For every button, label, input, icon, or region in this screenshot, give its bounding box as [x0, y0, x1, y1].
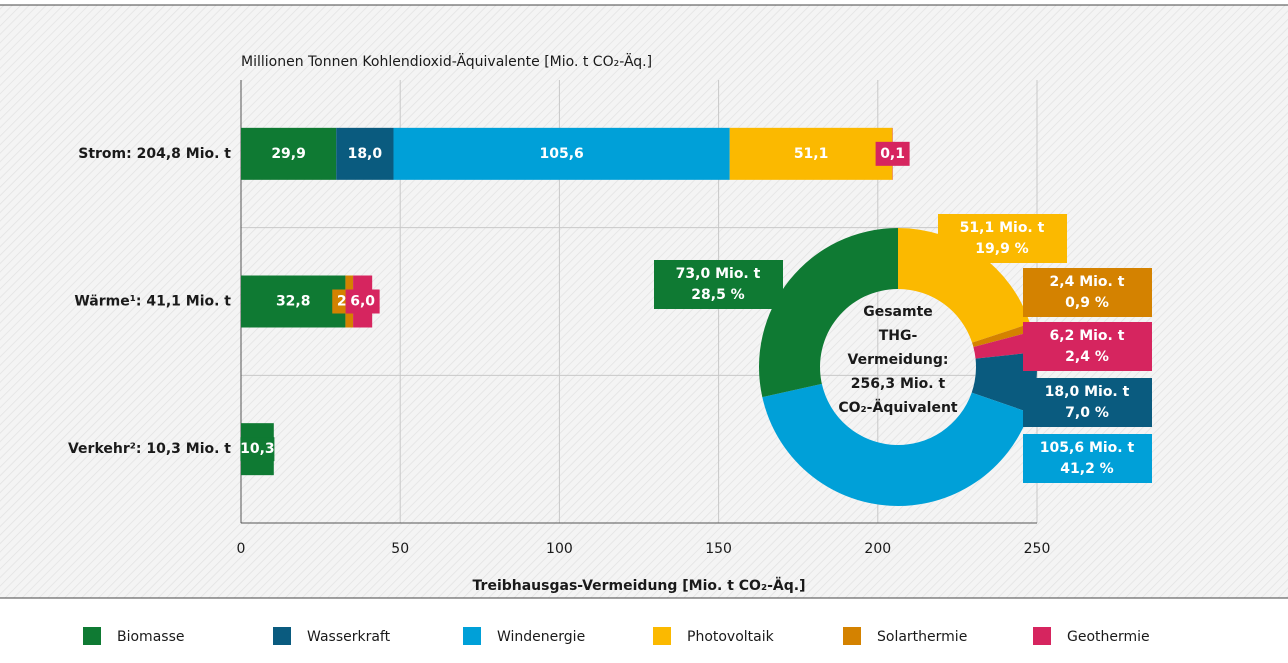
slice-label-box	[1023, 378, 1152, 427]
subtitle: Millionen Tonnen Kohlendioxid-Äquivalent…	[241, 52, 652, 70]
category-label: Wärme¹: 41,1 Mio. t	[74, 294, 231, 310]
donut-slice	[971, 352, 1037, 413]
legend-swatch	[273, 627, 291, 645]
bar-segment	[241, 127, 337, 180]
slice-label-box	[1023, 322, 1152, 371]
legend-label: Geothermie	[1067, 629, 1150, 645]
slice-percent-label: 19,9 %	[975, 241, 1028, 257]
x-axis-label: Treibhausgas-Vermeidung [Mio. t CO₂-Äq.]	[473, 577, 806, 594]
x-tick-label: 200	[864, 541, 891, 557]
slice-value-label: 2,4 Mio. t	[1050, 274, 1125, 290]
donut-slice	[973, 331, 1037, 359]
slice-value-label: 18,0 Mio. t	[1045, 384, 1130, 400]
slice-value-label: 51,1 Mio. t	[960, 220, 1045, 236]
donut-slice	[898, 228, 1031, 343]
legend-label: Biomasse	[117, 629, 184, 645]
label-bg	[240, 437, 275, 462]
legend-swatch	[653, 627, 671, 645]
x-tick-label: 50	[391, 541, 409, 557]
slice-percent-label: 41,2 %	[1060, 461, 1113, 477]
legend-swatch	[843, 627, 861, 645]
bar-segment	[393, 127, 730, 180]
slice-label-box	[1023, 434, 1152, 483]
value-label: 105,6	[539, 146, 583, 162]
bar-segment	[241, 275, 346, 328]
donut-slice	[972, 323, 1033, 348]
value-label: 18,0	[348, 146, 383, 162]
slice-label-box	[938, 214, 1067, 263]
legend-label: Wasserkraft	[307, 629, 391, 645]
label-bg	[345, 289, 380, 314]
value-label: 51,1	[794, 146, 829, 162]
center-label: THG-	[879, 328, 918, 344]
bar-segment	[336, 127, 394, 180]
bar-segment	[729, 127, 893, 180]
label-bg	[875, 141, 910, 166]
x-tick-label: 150	[705, 541, 732, 557]
category-label: Verkehr²: 10,3 Mio. t	[68, 441, 231, 457]
legend-label: Windenergie	[497, 629, 585, 645]
slice-label-box	[1023, 268, 1152, 317]
center-label: Gesamte	[863, 304, 933, 320]
value-label: 29,9	[271, 146, 306, 162]
value-label: 10,3	[240, 441, 275, 457]
slice-value-label: 105,6 Mio. t	[1040, 440, 1135, 456]
slice-value-label: 6,2 Mio. t	[1050, 328, 1125, 344]
value-label: 6,0	[350, 294, 375, 310]
x-tick-label: 250	[1024, 541, 1051, 557]
slice-percent-label: 0,9 %	[1065, 295, 1109, 311]
legend-swatch	[83, 627, 101, 645]
category-label: Strom: 204,8 Mio. t	[78, 146, 231, 162]
center-label: 256,3 Mio. t	[851, 376, 946, 392]
slice-percent-label: 7,0 %	[1065, 405, 1109, 421]
legend-swatch	[463, 627, 481, 645]
slice-percent-label: 2,4 %	[1065, 349, 1109, 365]
donut-slice	[762, 383, 1030, 506]
slice-percent-label: 28,5 %	[691, 287, 744, 303]
donut-slice	[759, 228, 898, 398]
x-tick-label: 0	[237, 541, 246, 557]
legend-label: Solarthermie	[877, 629, 967, 645]
slice-label-box	[654, 260, 783, 309]
legend-swatch	[1033, 627, 1051, 645]
center-label: Vermeidung:	[848, 352, 949, 368]
legend-label: Photovoltaik	[687, 629, 775, 645]
x-tick-label: 100	[546, 541, 573, 557]
slice-value-label: 73,0 Mio. t	[676, 266, 761, 282]
value-label: 0,1	[880, 146, 905, 162]
center-label: CO₂-Äquivalent	[838, 399, 958, 416]
value-label: 32,8	[276, 294, 311, 310]
